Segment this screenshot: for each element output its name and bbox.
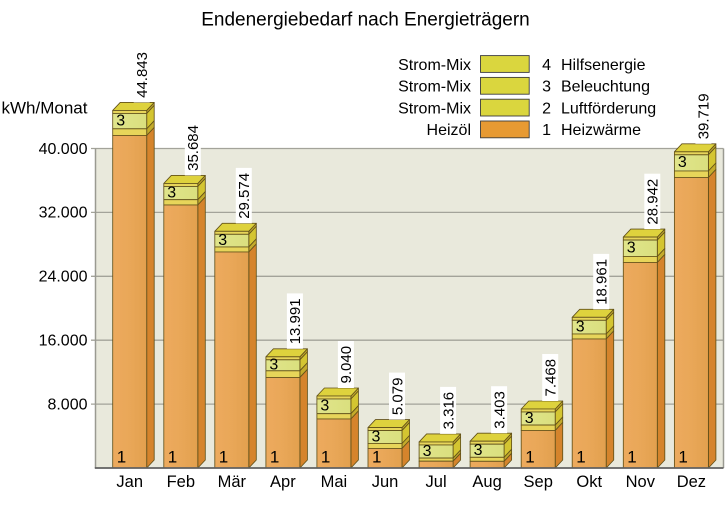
svg-text:Apr: Apr <box>270 473 296 491</box>
svg-text:4: 4 <box>542 57 551 74</box>
svg-text:Heizwärme: Heizwärme <box>561 122 641 139</box>
svg-text:24.000: 24.000 <box>39 269 88 286</box>
svg-text:Beleuchtung: Beleuchtung <box>561 79 650 96</box>
svg-text:Mai: Mai <box>321 473 348 491</box>
svg-text:1: 1 <box>270 447 279 466</box>
svg-text:3: 3 <box>116 112 125 129</box>
svg-text:1: 1 <box>678 447 687 466</box>
svg-text:1: 1 <box>627 447 636 466</box>
svg-text:Dez: Dez <box>677 473 706 491</box>
svg-text:Strom-Mix: Strom-Mix <box>398 79 471 96</box>
svg-text:Luftförderung: Luftförderung <box>561 100 656 117</box>
svg-text:9.040: 9.040 <box>338 346 355 384</box>
svg-text:3: 3 <box>372 428 381 445</box>
svg-text:1: 1 <box>525 447 534 466</box>
svg-text:1: 1 <box>117 447 126 466</box>
svg-text:Feb: Feb <box>167 473 195 491</box>
svg-text:Endenergiebedarf nach Energiet: Endenergiebedarf nach Energieträgern <box>201 10 530 31</box>
svg-text:Sep: Sep <box>524 473 553 491</box>
svg-text:Aug: Aug <box>472 473 501 491</box>
svg-text:32.000: 32.000 <box>39 205 88 222</box>
svg-text:1: 1 <box>219 447 228 466</box>
svg-text:35.684: 35.684 <box>185 125 202 171</box>
svg-text:Hilfsenergie: Hilfsenergie <box>561 57 646 74</box>
svg-text:39.719: 39.719 <box>696 93 713 139</box>
svg-text:2: 2 <box>542 100 551 117</box>
svg-text:Jul: Jul <box>426 473 447 491</box>
svg-text:44.843: 44.843 <box>134 52 151 98</box>
svg-text:13.991: 13.991 <box>287 298 304 344</box>
svg-text:3.316: 3.316 <box>440 392 457 430</box>
svg-text:3: 3 <box>218 232 227 249</box>
svg-text:3: 3 <box>167 184 176 201</box>
svg-text:28.942: 28.942 <box>645 179 662 225</box>
svg-text:1: 1 <box>576 447 585 466</box>
svg-text:Heizöl: Heizöl <box>427 122 471 139</box>
svg-text:7.468: 7.468 <box>543 359 560 397</box>
svg-text:1: 1 <box>372 447 381 466</box>
svg-text:Strom-Mix: Strom-Mix <box>398 57 471 74</box>
svg-text:Okt: Okt <box>576 473 602 491</box>
svg-text:3: 3 <box>269 357 278 374</box>
svg-text:3.403: 3.403 <box>491 391 508 429</box>
svg-text:1: 1 <box>321 447 330 466</box>
svg-text:Jan: Jan <box>116 473 143 491</box>
svg-text:8.000: 8.000 <box>47 396 87 413</box>
svg-text:Mär: Mär <box>218 473 247 491</box>
svg-text:3: 3 <box>576 318 585 335</box>
svg-text:3: 3 <box>627 240 636 257</box>
svg-text:3: 3 <box>542 79 551 96</box>
svg-text:29.574: 29.574 <box>236 173 253 219</box>
svg-text:5.079: 5.079 <box>389 378 406 416</box>
svg-text:1: 1 <box>542 122 551 139</box>
svg-text:16.000: 16.000 <box>39 333 88 350</box>
svg-text:3: 3 <box>525 410 534 427</box>
svg-text:18.961: 18.961 <box>594 259 611 305</box>
svg-text:1: 1 <box>168 447 177 466</box>
svg-text:3: 3 <box>474 442 483 459</box>
svg-text:3: 3 <box>423 443 432 460</box>
svg-text:kWh/Monat: kWh/Monat <box>2 99 88 118</box>
svg-text:3: 3 <box>320 398 329 415</box>
svg-text:Nov: Nov <box>626 473 656 491</box>
svg-text:Strom-Mix: Strom-Mix <box>398 100 471 117</box>
svg-text:3: 3 <box>678 154 687 171</box>
svg-text:Jun: Jun <box>372 473 399 491</box>
svg-text:40.000: 40.000 <box>39 141 88 158</box>
